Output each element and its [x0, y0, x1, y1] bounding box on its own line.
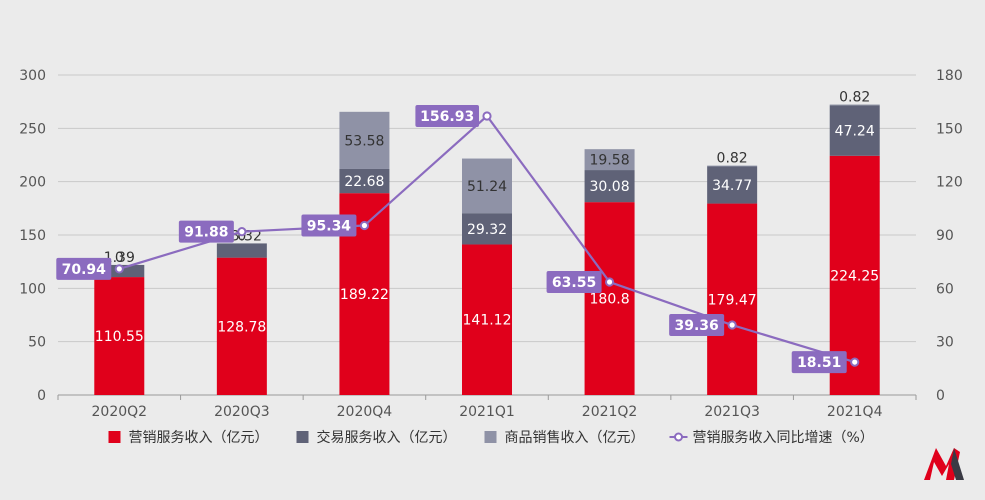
- y2-tick-label: 150: [936, 121, 963, 137]
- growth-label-box: [791, 351, 847, 374]
- growth-label-box: [546, 271, 602, 294]
- y-tick-label: 250: [19, 121, 46, 137]
- growth-label: 39.36: [674, 318, 718, 334]
- x-tick-label: 2020Q2: [92, 404, 148, 420]
- legend-label: 交易服务收入（亿元）: [317, 429, 457, 446]
- bar-segment: [584, 149, 635, 171]
- bar-label: 180.8: [590, 292, 630, 308]
- growth-label: 18.51: [797, 355, 841, 371]
- x-tick-label: 2021Q3: [704, 404, 760, 420]
- growth-line: 70.94 91.88 95.34 156.93 63.55 39.36 18.51: [56, 105, 860, 374]
- bar-label: 19.58: [590, 153, 630, 169]
- bar-segment: [829, 105, 880, 156]
- x-tick-label: 2021Q4: [827, 404, 883, 420]
- logo-dark-stroke: [951, 448, 964, 480]
- legend-line-marker: [674, 432, 683, 442]
- y-tick-label: 0: [37, 388, 46, 404]
- y-tick-label: 300: [19, 68, 46, 84]
- growth-line-point: [727, 320, 737, 330]
- bar-label: 110.55: [95, 329, 144, 345]
- x-tick-label: 2020Q4: [337, 404, 393, 420]
- growth-line-point: [850, 357, 860, 367]
- bar-segment: [707, 203, 758, 395]
- growth-label: 70.94: [62, 262, 107, 278]
- legend-label: 商品销售收入（亿元）: [505, 430, 645, 446]
- y-tick-label: 200: [19, 175, 46, 191]
- legend-swatch: [484, 431, 497, 443]
- growth-label-box: [669, 314, 725, 337]
- bar-segment: [462, 244, 512, 395]
- y2-tick-label: 120: [936, 175, 963, 191]
- bar-label: 51.24: [467, 179, 507, 195]
- growth-label-box: [415, 105, 479, 128]
- bar-label: 22.68: [344, 174, 384, 190]
- bar-segment: [584, 170, 635, 203]
- y2-tick-label: 60: [936, 281, 954, 297]
- bar-segment: [584, 202, 635, 395]
- growth-line-point: [359, 220, 370, 231]
- axes: 0 50 100 150 200 250 300 0 30 60 90 120 150 180 2020Q2…: [19, 68, 962, 420]
- bar-label: 34.77: [712, 178, 752, 194]
- legend-label: 营销服务收入同比增速（%）: [693, 430, 874, 446]
- bar-segment: [462, 158, 512, 214]
- bar-label: 179.47: [708, 292, 757, 308]
- growth-label: 156.93: [420, 109, 474, 125]
- bar-segment: [216, 257, 267, 395]
- x-tick-label: 2020Q3: [214, 404, 270, 420]
- bar-label: 0: [237, 228, 246, 244]
- bar-label: 0.82: [717, 151, 748, 167]
- bar-segment: [829, 104, 880, 106]
- bar-segment: [216, 243, 267, 258]
- bar-label: 30.08: [590, 179, 630, 195]
- growth-line-point: [604, 277, 615, 287]
- bar-segment: [707, 165, 758, 167]
- bar-label: 189.22: [340, 287, 389, 303]
- legend-swatch: [296, 431, 309, 443]
- bar-label: 1.39: [104, 250, 135, 266]
- x-tick-label: 2021Q1: [459, 404, 515, 420]
- growth-label-box: [301, 214, 357, 237]
- bar-segment: [707, 166, 758, 204]
- bar-label: 224.25: [830, 268, 879, 284]
- y-tick-label: 150: [19, 228, 46, 244]
- y-tick-label: 50: [28, 335, 46, 351]
- growth-line-point: [237, 227, 247, 237]
- bar-label: 47.24: [835, 124, 875, 140]
- bar-label: 141.12: [463, 313, 512, 329]
- bar-label: 53.58: [344, 133, 384, 149]
- x-tick-label: 2021Q2: [582, 404, 638, 420]
- bar-label: 29.32: [467, 222, 507, 238]
- legend-swatch: [108, 431, 121, 443]
- y2-tick-label: 90: [936, 228, 954, 244]
- y2-tick-label: 0: [936, 388, 945, 404]
- y-tick-label: 100: [19, 281, 46, 297]
- growth-label-box: [178, 220, 234, 243]
- bar-label: 0.82: [839, 90, 870, 106]
- legend-label: 营销服务收入（亿元）: [129, 430, 269, 446]
- legend: 营销服务收入（亿元） 交易服务收入（亿元） 商品销售收入（亿元） 营销服务收入同比增速…: [108, 429, 874, 446]
- bar-segment: [94, 277, 145, 395]
- y2-tick-label: 30: [936, 335, 954, 351]
- growth-label: 63.55: [552, 275, 596, 291]
- logo-red-stroke: [924, 448, 960, 480]
- growth-label-box: [56, 257, 112, 280]
- bar-segment: [462, 213, 512, 245]
- growth-label: 95.34: [307, 219, 352, 235]
- brand-logo: [924, 448, 964, 480]
- growth-line-point: [482, 111, 492, 121]
- growth-label: 91.88: [184, 225, 228, 241]
- bar-label: 0: [115, 250, 124, 266]
- bar-segment: [339, 168, 390, 194]
- growth-line-point: [114, 264, 124, 274]
- bar-label: 128.78: [217, 319, 266, 335]
- y2-tick-label: 180: [936, 68, 963, 84]
- bar-segment: [339, 111, 390, 169]
